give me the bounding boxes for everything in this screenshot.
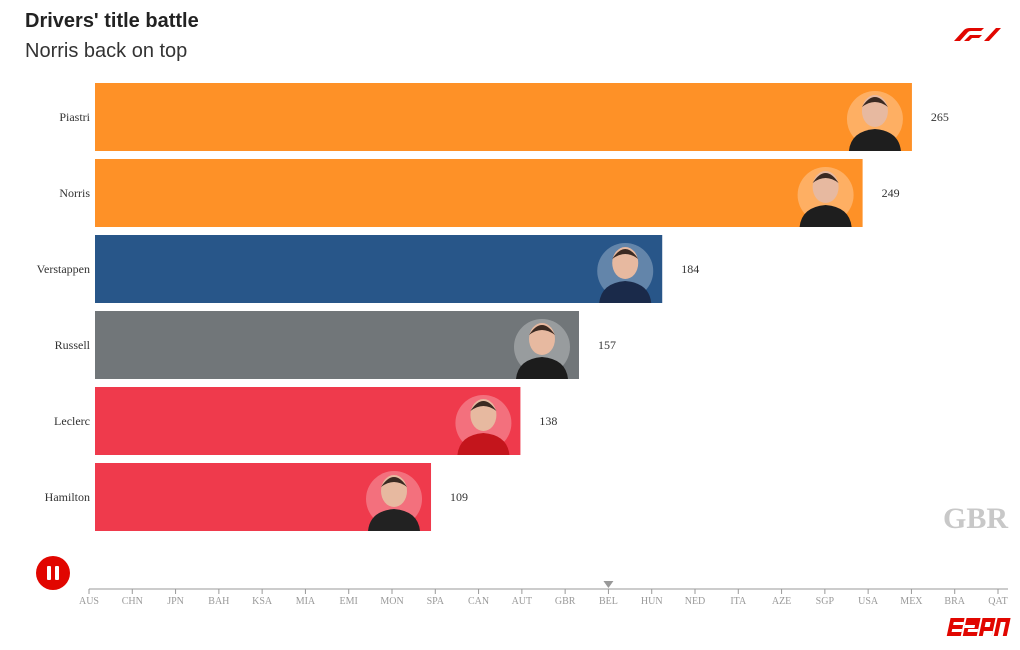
timeline-label-usa: USA bbox=[858, 596, 879, 607]
driver-avatar-verstappen bbox=[597, 243, 654, 303]
driver-avatar-piastri bbox=[846, 91, 903, 151]
timeline-label-mia: MIA bbox=[296, 596, 316, 607]
chart-title: Drivers' title battle bbox=[25, 10, 199, 32]
timeline-label-bra: BRA bbox=[944, 596, 965, 607]
bar-norris bbox=[95, 159, 863, 227]
driver-label-russell: Russell bbox=[55, 338, 91, 352]
chart-subtitle: Norris back on top bbox=[25, 40, 188, 62]
value-label-norris: 249 bbox=[882, 186, 900, 200]
timeline-label-gbr: GBR bbox=[555, 596, 576, 607]
driver-avatar-leclerc bbox=[455, 395, 512, 455]
timeline-label-aze: AZE bbox=[772, 596, 791, 607]
driver-avatar-russell bbox=[513, 319, 570, 379]
driver-label-norris: Norris bbox=[59, 186, 90, 200]
bar-verstappen bbox=[95, 235, 663, 303]
timeline-label-ksa: KSA bbox=[252, 596, 273, 607]
timeline-marker bbox=[603, 581, 614, 588]
bar-leclerc bbox=[95, 387, 521, 455]
current-race-watermark: GBR bbox=[943, 502, 1008, 535]
timeline-label-sgp: SGP bbox=[816, 596, 835, 607]
value-label-hamilton: 109 bbox=[450, 490, 468, 504]
timeline-label-bah: BAH bbox=[208, 596, 229, 607]
driver-label-leclerc: Leclerc bbox=[54, 414, 90, 428]
timeline-label-jpn: JPN bbox=[167, 596, 184, 607]
timeline-label-ned: NED bbox=[685, 596, 706, 607]
timeline-label-aus: AUS bbox=[79, 596, 99, 607]
value-label-piastri: 265 bbox=[931, 110, 949, 124]
f1-logo bbox=[954, 28, 1001, 41]
driver-avatar-norris bbox=[797, 167, 854, 227]
timeline-label-chn: CHN bbox=[122, 596, 143, 607]
espn-logo bbox=[946, 618, 1011, 636]
timeline-label-ita: ITA bbox=[730, 596, 747, 607]
driver-label-piastri: Piastri bbox=[59, 110, 90, 124]
bar-piastri bbox=[95, 83, 912, 151]
pause-button[interactable] bbox=[36, 556, 70, 590]
driver-avatar-hamilton bbox=[366, 471, 423, 531]
timeline-label-mex: MEX bbox=[900, 596, 923, 607]
timeline-label-aut: AUT bbox=[512, 596, 533, 607]
value-label-russell: 157 bbox=[598, 338, 616, 352]
timeline-label-emi: EMI bbox=[340, 596, 358, 607]
timeline-label-qat: QAT bbox=[988, 596, 1007, 607]
driver-label-hamilton: Hamilton bbox=[45, 490, 90, 504]
bar-russell bbox=[95, 311, 579, 379]
timeline-label-mon: MON bbox=[380, 596, 403, 607]
value-label-leclerc: 138 bbox=[539, 414, 557, 428]
driver-label-verstappen: Verstappen bbox=[37, 262, 90, 276]
timeline-label-can: CAN bbox=[468, 596, 489, 607]
timeline-label-spa: SPA bbox=[427, 596, 445, 607]
timeline-label-hun: HUN bbox=[641, 596, 663, 607]
timeline-label-bel: BEL bbox=[599, 596, 618, 607]
value-label-verstappen: 184 bbox=[681, 262, 699, 276]
